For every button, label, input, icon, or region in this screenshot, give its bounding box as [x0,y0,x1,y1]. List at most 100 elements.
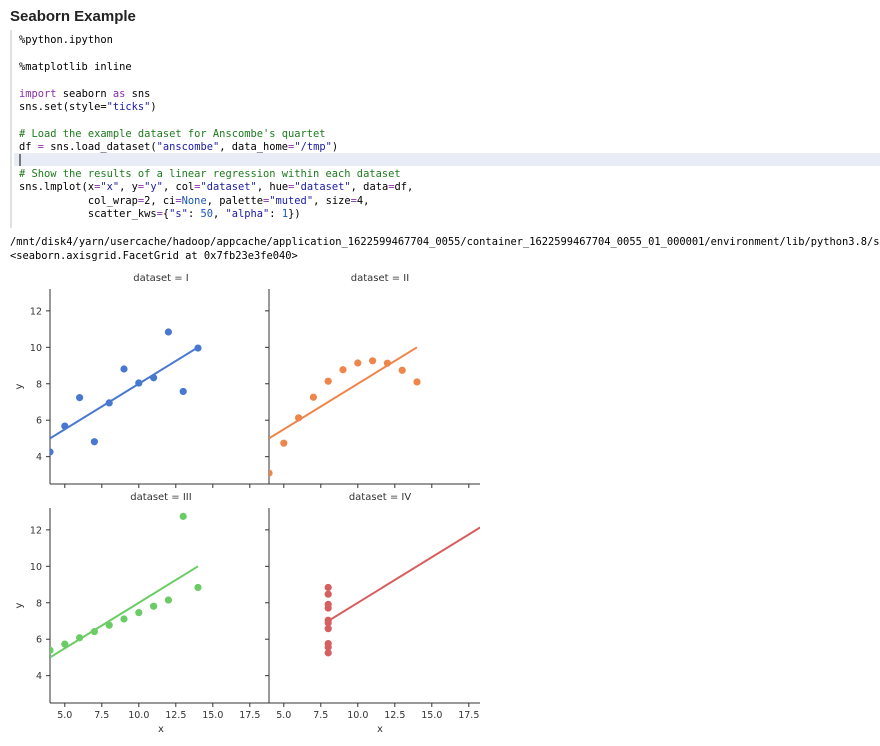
data-point [324,619,332,627]
x-tick-label: 15.0 [421,710,442,721]
y-tick-label: 8 [36,379,42,390]
data-point [309,393,317,401]
code-number: 50 [200,208,213,221]
code-token: , data_home [219,141,289,154]
x-tick-label: 12.5 [165,710,186,721]
regression-line [50,346,199,440]
data-point [324,600,332,609]
data-point [280,439,288,447]
data-point [383,359,391,367]
data-point [164,328,172,336]
code-token: seaborn [56,87,113,100]
panel-title: dataset = II [351,273,409,284]
code-magic-matplotlib: %matplotlib inline [19,60,132,73]
code-operator: = [156,208,163,221]
regression-line [50,565,199,659]
code-token: }) [288,208,301,221]
code-operator: = [94,181,101,194]
code-token: col_wrap [19,194,138,207]
code-token: df [19,141,38,154]
y-tick-label: 12 [30,525,42,536]
code-operator: = [288,181,295,194]
x-axis-label: x [158,724,164,735]
text-cursor [19,154,21,166]
code-string: "s" [169,208,188,221]
x-tick-label: 17.5 [458,710,479,721]
data-point [194,583,202,592]
data-point [269,469,273,477]
x-tick-label: 7.5 [313,710,328,721]
code-operator: = [388,181,395,194]
code-keyword: as [112,87,126,100]
x-tick-label: 10.0 [128,710,149,721]
data-point [135,609,143,617]
code-token: scatter_kws [19,208,157,221]
code-token: { [162,208,170,221]
data-point [50,448,54,456]
data-point [61,640,69,648]
code-token: : [269,208,282,221]
code-magic-python: %python.ipython [19,34,113,46]
data-point [120,615,128,623]
code-string: "dataset" [200,181,257,194]
data-point [150,602,158,610]
data-point [179,512,187,520]
code-string: "anscombe" [156,141,220,154]
code-string: "x" [100,181,120,194]
x-axis-label: x [377,724,383,735]
data-point [90,438,98,446]
code-token: , size [313,194,351,207]
code-token: sns.load_dataset( [44,141,157,154]
code-token: : [187,208,201,221]
data-point [398,366,406,374]
data-point [50,646,54,654]
code-operator: = [194,181,201,194]
y-tick-label: 12 [30,306,42,317]
y-axis-label: y [14,602,25,608]
data-point [90,627,98,636]
data-point [105,621,113,629]
code-comment: # Load the example dataset for Anscombe'… [19,127,326,140]
data-point [120,365,128,373]
y-axis-label: y [14,383,25,389]
data-point [354,359,362,367]
x-tick-label: 5.0 [57,710,72,721]
code-text[interactable]: %python.ipython %matplotlib inline impor… [19,34,413,222]
y-tick-label: 10 [30,343,42,354]
data-point [324,583,332,592]
data-point [150,374,158,382]
data-point [339,366,347,374]
code-token: sns.set(style= [19,101,107,114]
code-token: , y [119,181,138,194]
data-point [194,344,202,352]
code-token: sns.lmplot(x [19,181,95,194]
cell-title: Seaborn Example [10,8,136,25]
code-keyword: import [19,87,57,100]
code-constant: None [181,194,207,207]
y-tick-label: 4 [36,671,42,682]
code-editor[interactable]: %python.ipython %matplotlib inline impor… [10,30,880,228]
code-operator: = [288,141,295,154]
facet-grid-figure: dataset = I 4 6 8 10 12 y dataset = II dataset =… [14,273,480,735]
code-token: ) [331,141,339,154]
output-facetgrid-repr: <seaborn.axisgrid.FacetGrid at 0x7fb23e3… [10,249,298,262]
data-point [324,649,332,657]
code-string: "/tmp" [294,141,332,154]
y-tick-label: 4 [36,452,42,463]
code-string: "dataset" [294,181,351,194]
regression-line [269,346,418,440]
code-token: , col [162,181,195,194]
y-tick-label: 8 [36,598,42,609]
data-point [76,394,84,402]
code-string: "y" [144,181,163,194]
code-operator: = [137,181,145,194]
code-token: , data [350,181,389,194]
code-token: 2, ci [144,194,176,207]
data-point [105,399,113,407]
x-tick-label: 15.0 [202,710,223,721]
y-tick-label: 6 [36,416,42,427]
y-tick-label: 10 [30,562,42,573]
panel-title: dataset = III [130,492,191,503]
code-operator: = [137,194,145,207]
output-warning-path: /mnt/disk4/yarn/usercache/hadoop/appcach… [10,236,880,248]
